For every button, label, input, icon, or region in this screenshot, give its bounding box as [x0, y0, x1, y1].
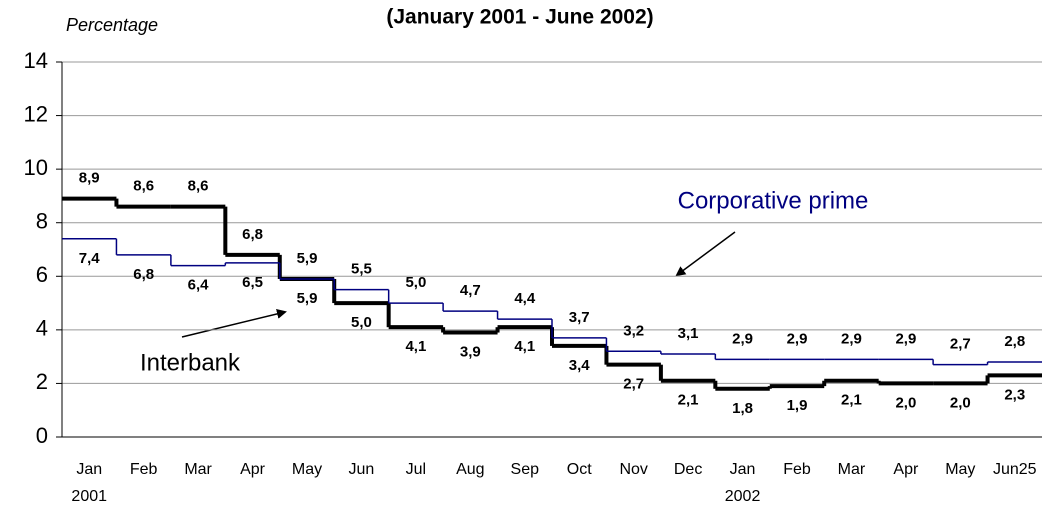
x-tick-label: May	[945, 461, 975, 478]
data-label: 4,7	[460, 282, 481, 299]
data-label: 3,2	[623, 322, 644, 339]
x-year-label: 2002	[725, 488, 761, 505]
x-tick-label: Oct	[567, 461, 592, 478]
x-tick-label: Apr	[893, 461, 919, 478]
data-label: 8,6	[133, 178, 154, 195]
data-label: 1,8	[732, 400, 753, 417]
x-year-label: 2001	[71, 488, 107, 505]
series-label: Corporative prime	[678, 187, 869, 214]
x-tick-label: Apr	[240, 461, 266, 478]
y-tick-label: 14	[24, 48, 48, 73]
data-label: 3,4	[569, 357, 591, 374]
y-tick-label: 2	[36, 369, 48, 394]
x-tick-label: Feb	[130, 461, 158, 478]
plot-area: 0 2 4 6 8 10 12 14 Jan 2001 Feb Mar Apr May Jun Jul Aug S…	[24, 48, 1042, 505]
data-label: 2,8	[1004, 333, 1025, 350]
data-label: 3,7	[569, 309, 590, 326]
x-tick-label: Jun	[349, 461, 375, 478]
data-label: 5,0	[351, 314, 372, 331]
y-tick-label: 8	[36, 209, 48, 234]
y-tick-label: 4	[36, 316, 48, 341]
data-label: 3,1	[678, 325, 699, 342]
data-label: 6,8	[133, 266, 154, 283]
x-tick-label: Nov	[619, 461, 647, 478]
x-tick-label: Feb	[783, 461, 811, 478]
x-tick-label: Jun25	[993, 461, 1037, 478]
x-tick-label: May	[292, 461, 322, 478]
y-tick-label: 6	[36, 262, 48, 287]
data-label: 6,4	[188, 277, 210, 294]
x-tick-label: Sep	[511, 461, 540, 478]
data-label: 2,0	[950, 394, 971, 411]
series-label: Interbank	[140, 349, 241, 376]
data-label: 2,9	[895, 330, 916, 347]
data-label: 8,6	[188, 178, 209, 195]
data-label: 4,1	[405, 338, 426, 355]
data-label: 4,1	[514, 338, 535, 355]
x-tick-label: Mar	[184, 461, 212, 478]
data-label: 2,1	[678, 392, 699, 409]
x-tick-label: Jan	[76, 461, 102, 478]
data-label: 3,9	[460, 344, 481, 361]
data-label: 1,9	[787, 397, 808, 414]
data-label: 8,9	[79, 170, 100, 187]
y-axis-label: Percentage	[66, 15, 158, 35]
data-label: 2,9	[732, 330, 753, 347]
data-label: 2,1	[841, 392, 862, 409]
data-label: 4,4	[514, 290, 536, 307]
chart-title: (January 2001 - June 2002)	[386, 6, 653, 29]
y-tick-label: 0	[36, 423, 48, 448]
data-label: 5,9	[297, 290, 318, 307]
data-label: 5,0	[405, 274, 426, 291]
x-tick-label: Dec	[674, 461, 702, 478]
annotation-arrow	[675, 231, 736, 277]
data-label: 2,3	[1004, 386, 1025, 403]
data-label: 7,4	[79, 250, 101, 267]
data-label: 2,7	[623, 376, 644, 393]
data-label: 2,0	[895, 394, 916, 411]
x-tick-label: Jul	[406, 461, 426, 478]
y-tick-label: 12	[24, 101, 48, 126]
annotation-arrow	[181, 309, 287, 338]
data-label: 2,9	[841, 330, 862, 347]
data-label: 6,8	[242, 226, 263, 243]
data-label: 2,9	[787, 330, 808, 347]
x-tick-label: Jan	[730, 461, 756, 478]
y-tick-label: 10	[24, 155, 48, 180]
x-tick-label: Aug	[456, 461, 484, 478]
data-label: 5,5	[351, 261, 372, 278]
data-label: 6,5	[242, 274, 263, 291]
x-tick-label: Mar	[838, 461, 866, 478]
data-label: 5,9	[297, 250, 318, 267]
data-label: 2,7	[950, 336, 971, 353]
